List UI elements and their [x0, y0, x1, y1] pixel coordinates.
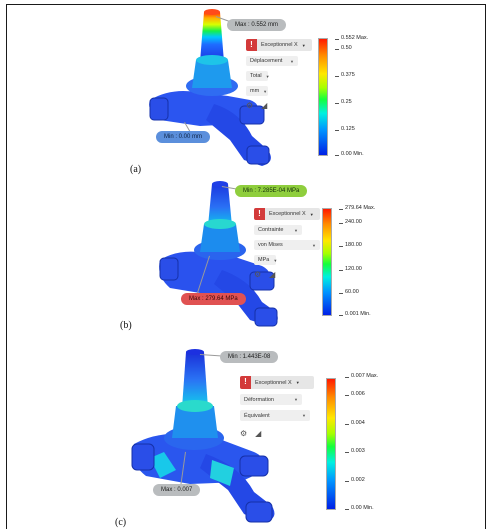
min-callout: Min : 7.285E-04 MPa — [235, 185, 308, 197]
chevron-down-icon: ▼ — [263, 88, 268, 94]
chevron-down-icon: ▼ — [312, 242, 316, 248]
part-render-b — [159, 181, 278, 327]
legend-tick: 0.00 Min. — [335, 151, 364, 157]
chevron-down-icon: ▼ — [265, 73, 270, 79]
unit-select[interactable]: mm ▼ — [246, 86, 268, 96]
panel-label: (c) — [115, 517, 127, 528]
legend-tick: 0.00 Min. — [345, 505, 374, 511]
color-legend-bar — [326, 378, 336, 510]
warning-icon: ! — [240, 376, 251, 389]
panel-c: Min : 1.443E-08 Max : 0.007 ! Exceptionn… — [0, 340, 491, 531]
max-callout: Max : 279.64 MPa — [181, 293, 246, 305]
chevron-down-icon: ▼ — [295, 380, 300, 385]
panel-a: Max : 0.552 mm Min : 0.00 mm ! Exception… — [0, 0, 491, 176]
panel-b: Min : 7.285E-04 MPa Max : 279.64 MPa ! E… — [0, 176, 491, 344]
legend-tick: 0.552 Max. — [334, 35, 369, 41]
gear-icon[interactable]: ⚙ — [240, 429, 248, 438]
legend-tick: 0.25 — [335, 99, 352, 105]
warning-dropdown[interactable]: ! Exceptionnel X ▼ — [240, 376, 314, 389]
chevron-down-icon: ▼ — [301, 42, 306, 48]
panel-label: (b) — [120, 320, 132, 331]
part-render-a — [149, 9, 271, 166]
unit-select[interactable]: MPa ▼ — [254, 255, 278, 265]
legend-tick: 60.00 — [339, 289, 359, 295]
result-type-select[interactable]: Déplacement ▼ — [246, 56, 298, 66]
component-select[interactable]: Total ▼ — [246, 71, 270, 81]
warning-dropdown[interactable]: ! Exceptionnel X ▼ — [254, 208, 320, 220]
ruler-icon[interactable]: ◢ — [255, 429, 262, 438]
ruler-icon[interactable]: ◢ — [261, 101, 268, 110]
legend-tick: 279.64 Max. — [338, 205, 376, 211]
gear-icon[interactable]: ⚙ — [254, 270, 262, 279]
legend-tick: 0.125 — [335, 126, 355, 132]
chevron-down-icon: ▼ — [302, 413, 306, 418]
legend-tick: 0.007 Max. — [344, 373, 379, 379]
color-legend-bar — [322, 208, 332, 316]
figure-frame — [6, 4, 486, 529]
component-select[interactable]: Équivalent ▼ — [240, 410, 310, 421]
min-callout: Min : 1.443E-08 — [220, 351, 279, 363]
max-callout: Max : 0.007 — [153, 484, 201, 496]
legend-tick: 0.006 — [345, 391, 365, 397]
component-select[interactable]: von Mises ▼ — [254, 240, 320, 250]
chevron-down-icon: ▼ — [290, 58, 294, 64]
warning-dropdown[interactable]: ! Exceptionnel X ▼ — [246, 39, 312, 51]
chevron-down-icon: ▼ — [294, 397, 298, 402]
legend-tick: 0.50 — [335, 45, 352, 51]
panel-label: (a) — [130, 164, 142, 175]
chevron-down-icon: ▼ — [309, 211, 314, 217]
result-controls-c: ! Exceptionnel X ▼ Déformation ▼ Équivale… — [240, 376, 314, 438]
color-legend-bar — [318, 38, 328, 156]
chevron-down-icon: ▼ — [294, 227, 298, 233]
gear-icon[interactable]: ⚙ — [246, 101, 254, 110]
legend-tick: 180.00 — [339, 242, 362, 248]
warning-icon: ! — [246, 39, 257, 51]
legend-tick: 120.00 — [339, 266, 362, 272]
ruler-icon[interactable]: ◢ — [269, 270, 276, 279]
legend-tick: 0.001 Min. — [339, 311, 371, 317]
legend-tick: 240.00 — [339, 219, 362, 225]
min-callout: Min : 0.00 mm — [156, 131, 211, 143]
legend-tick: 0.004 — [345, 420, 365, 426]
result-controls-b: ! Exceptionnel X ▼ Contrainte ▼ von Mises… — [254, 208, 320, 279]
legend-tick: 0.375 — [335, 72, 355, 78]
chevron-down-icon: ▼ — [273, 257, 278, 263]
max-callout: Max : 0.552 mm — [227, 19, 287, 31]
legend-tick: 0.002 — [345, 477, 365, 483]
warning-icon: ! — [254, 208, 265, 220]
result-type-select[interactable]: Contrainte ▼ — [254, 225, 302, 235]
legend-tick: 0.003 — [345, 448, 365, 454]
result-type-select[interactable]: Déformation ▼ — [240, 394, 302, 405]
result-controls-a: ! Exceptionnel X ▼ Déplacement ▼ Total ▼ m… — [246, 39, 312, 110]
part-render-c — [131, 349, 275, 523]
